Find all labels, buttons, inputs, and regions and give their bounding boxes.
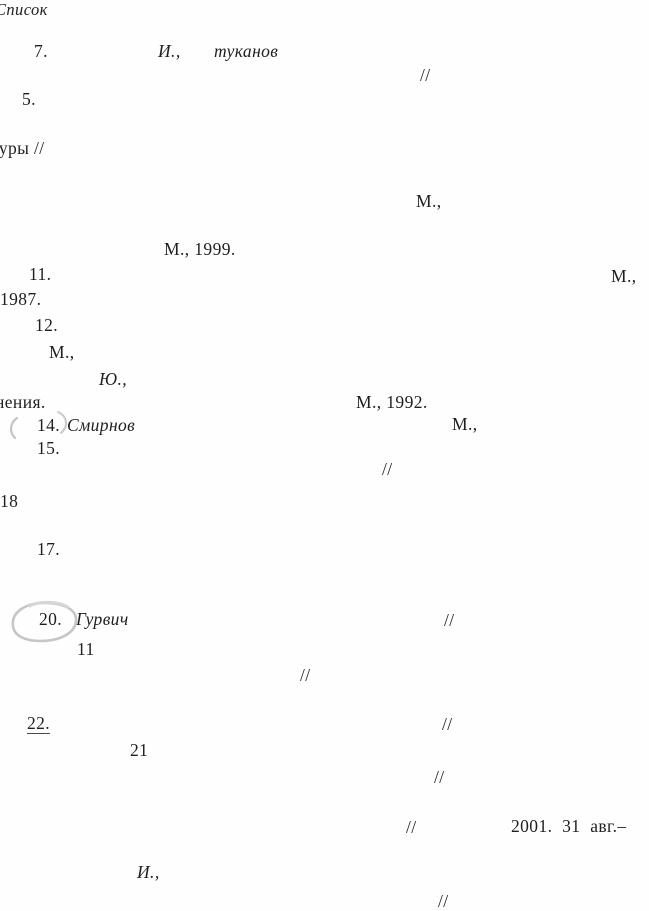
slash-separator-6: // <box>434 767 445 787</box>
ref-7-number: 7. <box>34 41 48 61</box>
ref-17-number: 17. <box>37 539 61 559</box>
word-fragment-neniya: нения. <box>0 392 46 412</box>
year-1987: 1987. <box>0 289 42 309</box>
author-initials-yu: Ю., <box>99 369 128 389</box>
page-number-18: 18 <box>0 491 19 511</box>
ref-5-number: 5. <box>22 89 36 109</box>
ref-11-number: 11. <box>29 264 52 284</box>
slash-separator-3: // <box>444 610 455 630</box>
slash-separator-4: // <box>300 665 311 685</box>
slash-separator-1: // <box>420 65 431 85</box>
city-abbrev-moscow-4: М., <box>452 414 478 434</box>
slash-separator-8: // <box>438 891 449 911</box>
slash-separator-5: // <box>442 714 453 734</box>
ref-20-number: 20. <box>39 609 63 629</box>
ref-12-number: 12. <box>35 315 59 335</box>
ref-7-author-surname: туканов <box>214 41 279 61</box>
ref-14-number: 14. <box>37 415 61 435</box>
city-abbrev-moscow-1: М., <box>416 191 442 211</box>
pencil-oval-mark-20-top-smudge <box>28 600 70 609</box>
city-abbrev-moscow-2: М., <box>611 266 637 286</box>
word-fragment-tury: туры // <box>0 138 45 158</box>
author-initials-i: И., <box>137 862 160 882</box>
ref-22-number: 22. <box>27 713 51 735</box>
city-year-1999: М., 1999. <box>164 239 236 259</box>
ref-15-number: 15. <box>37 438 61 458</box>
ref-7-author-initials: И., <box>158 41 181 61</box>
city-year-1992: М., 1992. <box>356 392 428 412</box>
page-header-list-title: Список <box>0 0 48 19</box>
publication-date-2001-31-aug: 2001. 31 авг.– <box>511 816 627 836</box>
ref-14-author-surname: Смирнов <box>67 415 136 435</box>
pencil-circle-mark-14-left-arc <box>10 416 19 440</box>
number-21: 21 <box>130 740 149 760</box>
city-abbrev-moscow-3: М., <box>49 342 75 362</box>
slash-separator-7: // <box>406 817 417 837</box>
number-11: 11 <box>77 639 95 659</box>
ref-20-author-surname: Гурвич <box>76 609 129 629</box>
slash-separator-2: // <box>382 459 393 479</box>
